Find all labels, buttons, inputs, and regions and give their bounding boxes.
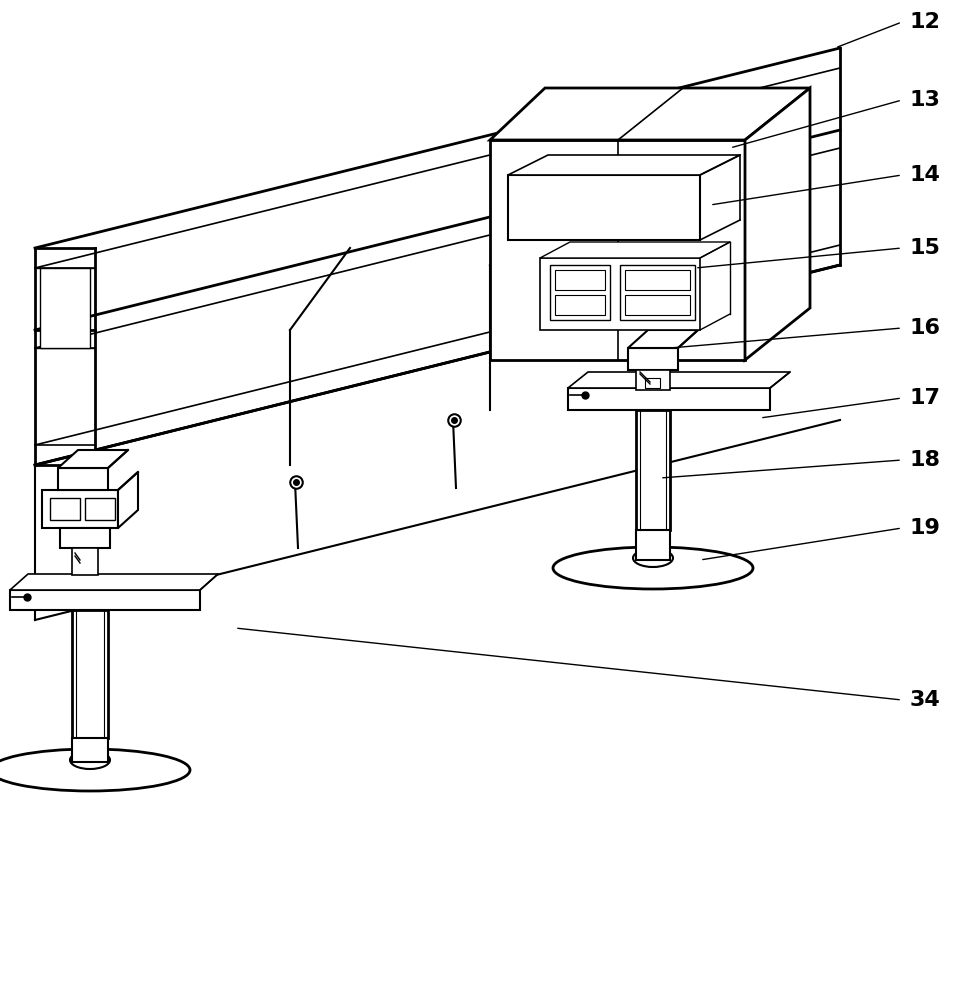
Polygon shape: [40, 268, 90, 348]
Polygon shape: [636, 410, 670, 530]
Polygon shape: [555, 270, 605, 290]
Polygon shape: [540, 258, 700, 330]
Polygon shape: [628, 330, 698, 348]
Text: 12: 12: [910, 12, 941, 32]
Text: 18: 18: [910, 450, 941, 470]
Polygon shape: [490, 88, 810, 140]
Polygon shape: [10, 574, 218, 590]
Polygon shape: [555, 295, 605, 315]
Polygon shape: [568, 388, 770, 410]
Text: 14: 14: [910, 165, 941, 185]
Polygon shape: [508, 175, 700, 240]
Polygon shape: [42, 490, 118, 528]
Polygon shape: [72, 610, 108, 738]
Text: 15: 15: [910, 238, 941, 258]
Ellipse shape: [633, 549, 673, 567]
Polygon shape: [72, 548, 98, 575]
Text: 17: 17: [910, 388, 941, 408]
Polygon shape: [58, 468, 108, 490]
Polygon shape: [745, 88, 810, 360]
Polygon shape: [625, 270, 690, 290]
Polygon shape: [58, 450, 128, 468]
Ellipse shape: [70, 751, 110, 769]
Polygon shape: [540, 242, 730, 258]
Polygon shape: [85, 498, 115, 520]
Polygon shape: [636, 370, 670, 390]
Text: 13: 13: [910, 90, 941, 110]
Text: 16: 16: [910, 318, 941, 338]
Polygon shape: [10, 590, 200, 610]
Polygon shape: [72, 738, 108, 762]
Text: 34: 34: [910, 690, 941, 710]
Polygon shape: [550, 265, 610, 320]
Polygon shape: [118, 472, 138, 528]
Polygon shape: [568, 372, 790, 388]
Polygon shape: [628, 348, 678, 370]
Ellipse shape: [0, 749, 190, 791]
Polygon shape: [60, 528, 110, 548]
Text: 19: 19: [910, 518, 941, 538]
Polygon shape: [636, 530, 670, 560]
Polygon shape: [50, 498, 80, 520]
Polygon shape: [490, 140, 745, 360]
Polygon shape: [508, 155, 740, 175]
Ellipse shape: [553, 547, 753, 589]
Polygon shape: [625, 295, 690, 315]
Polygon shape: [645, 378, 660, 388]
Polygon shape: [620, 265, 695, 320]
